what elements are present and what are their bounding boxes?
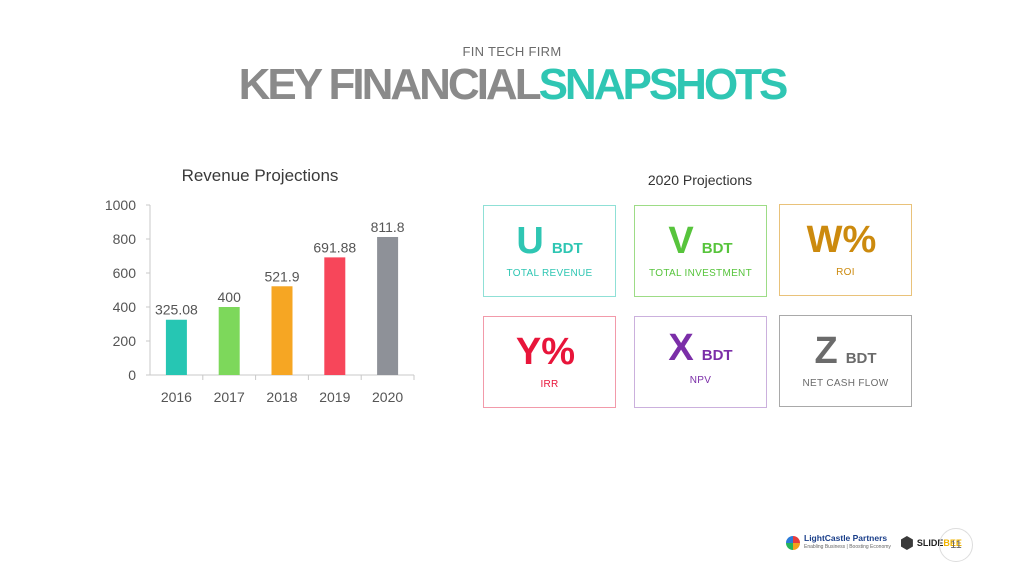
projection-card-net-cash-flow: Z BDT NET CASH FLOW	[779, 315, 912, 407]
lightcastle-logo-tagline: Enabling Business | Boosting Economy	[804, 544, 891, 550]
title-part-2: SNAPSHOTS	[538, 60, 789, 109]
y-tick-label: 400	[113, 299, 137, 315]
x-tick-label: 2017	[214, 389, 245, 405]
y-tick-label: 200	[113, 333, 137, 349]
data-label: 811.8	[371, 219, 405, 235]
card-unit: BDT	[701, 240, 733, 257]
revenue-bar-chart: 0 200 400 600 800 1000 325.08 2016 400 2017 521.9 2…	[105, 197, 415, 405]
bar-2018	[271, 286, 293, 375]
card-unit: BDT	[701, 347, 733, 364]
bar-2019	[324, 257, 346, 375]
slidebee-logo-icon	[900, 536, 913, 550]
bar-2016	[165, 319, 187, 375]
card-label: IRR	[540, 379, 559, 390]
title-part-1: KEY FINANCIAL	[238, 60, 542, 109]
data-label: 691.88	[313, 239, 356, 255]
card-label: NET CASH FLOW	[802, 378, 889, 389]
y-tick-label: 1000	[105, 197, 136, 213]
card-label: TOTAL REVENUE	[506, 268, 593, 279]
card-value: X	[668, 327, 694, 369]
slidebee-name-a: SLIDE	[916, 538, 944, 548]
card-label: TOTAL INVESTMENT	[649, 268, 752, 279]
card-label: ROI	[836, 267, 855, 278]
card-value: Y%	[515, 331, 576, 373]
page-title: KEY FINANCIALSNAPSHOTS	[0, 58, 1024, 112]
x-tick-label: 2018	[266, 389, 297, 405]
card-value: W%	[806, 219, 877, 261]
projection-card-total-revenue: U BDT TOTAL REVENUE	[483, 205, 616, 297]
subtitle: FIN TECH FIRM	[462, 44, 562, 59]
x-tick-label: 2016	[161, 389, 192, 405]
card-unit: BDT	[551, 240, 583, 257]
data-label: 400	[218, 289, 242, 305]
footer-logos: LightCastle Partners Enabling Business |…	[786, 534, 962, 552]
card-value: Z	[814, 330, 838, 372]
projection-card-npv: X BDT NPV	[634, 316, 767, 408]
y-tick-label: 600	[113, 265, 137, 281]
data-label: 325.08	[155, 302, 198, 318]
data-label: 521.9	[264, 268, 299, 284]
page-number: 11	[939, 528, 973, 562]
x-tick-label: 2020	[372, 389, 403, 405]
bar-2017	[218, 307, 240, 375]
x-tick-label: 2019	[319, 389, 350, 405]
bar-2020	[377, 236, 399, 375]
projection-card-total-investment: V BDT TOTAL INVESTMENT	[634, 205, 767, 297]
projections-title: 2020 Projections	[647, 172, 753, 188]
card-label: NPV	[689, 375, 712, 386]
card-value: V	[668, 220, 694, 262]
chart-title: Revenue Projections	[181, 166, 339, 185]
card-value: U	[516, 220, 544, 262]
projection-card-irr: Y% IRR	[483, 316, 616, 408]
lightcastle-logo-icon	[786, 536, 800, 550]
card-unit: BDT	[845, 350, 877, 367]
lightcastle-logo-name: LightCastle Partners	[804, 533, 888, 543]
y-tick-label: 800	[113, 231, 137, 247]
projection-card-roi: W% ROI	[779, 204, 912, 296]
y-tick-label: 0	[128, 367, 136, 383]
